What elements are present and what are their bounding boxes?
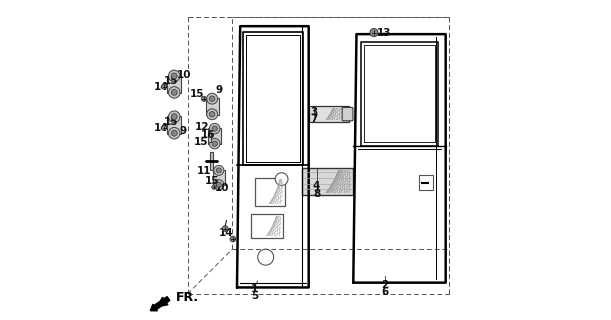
Circle shape [169, 127, 180, 139]
Circle shape [169, 87, 180, 98]
Text: 7: 7 [311, 114, 318, 124]
Text: 12: 12 [195, 122, 209, 132]
Circle shape [161, 84, 167, 89]
Circle shape [258, 249, 274, 265]
Circle shape [171, 73, 177, 79]
Text: 9: 9 [179, 126, 186, 136]
Bar [208, 133, 211, 142]
Text: 15: 15 [194, 138, 208, 148]
Circle shape [275, 173, 288, 186]
Circle shape [210, 96, 215, 101]
Text: 3: 3 [311, 107, 318, 117]
Text: 15: 15 [164, 117, 178, 127]
FancyArrow shape [150, 297, 170, 311]
Bar [210, 152, 213, 170]
Text: 9: 9 [216, 85, 223, 95]
Circle shape [212, 141, 218, 146]
Text: FR.: FR. [176, 291, 199, 304]
Circle shape [370, 28, 378, 37]
Circle shape [210, 138, 220, 149]
Bar [167, 76, 181, 93]
Text: 2: 2 [381, 280, 388, 290]
Bar [167, 116, 181, 133]
Text: 11: 11 [197, 166, 212, 176]
Circle shape [210, 112, 215, 117]
Circle shape [171, 114, 177, 120]
Text: 14: 14 [154, 123, 169, 133]
Text: 4: 4 [313, 181, 320, 191]
Circle shape [171, 130, 177, 136]
Text: 6: 6 [381, 287, 388, 297]
Circle shape [201, 96, 207, 101]
Text: 15: 15 [205, 176, 219, 186]
Bar [302, 168, 353, 195]
Circle shape [214, 180, 224, 190]
Circle shape [171, 90, 177, 95]
Text: 14: 14 [154, 82, 169, 92]
Circle shape [222, 226, 228, 231]
Text: 5: 5 [251, 292, 258, 301]
Circle shape [169, 70, 180, 82]
Bar [309, 106, 349, 123]
Bar [206, 98, 219, 115]
Circle shape [230, 236, 236, 242]
Bar [419, 175, 433, 190]
Text: 15: 15 [164, 76, 178, 86]
Text: 10: 10 [177, 70, 191, 80]
Text: 10: 10 [214, 183, 229, 193]
Circle shape [216, 182, 221, 187]
Circle shape [207, 93, 218, 104]
Text: 14: 14 [219, 228, 233, 238]
Bar [208, 128, 221, 144]
Circle shape [214, 165, 224, 175]
Circle shape [169, 111, 180, 123]
Text: 15: 15 [190, 89, 205, 100]
Circle shape [212, 185, 216, 189]
Circle shape [210, 123, 220, 134]
Circle shape [212, 126, 218, 131]
Text: 8: 8 [313, 189, 320, 199]
Circle shape [161, 125, 167, 131]
FancyBboxPatch shape [342, 108, 353, 121]
Bar [251, 214, 283, 238]
Bar [213, 170, 225, 185]
Text: 1: 1 [251, 284, 258, 294]
Circle shape [216, 168, 221, 173]
Text: 16: 16 [200, 130, 215, 140]
Text: 13: 13 [377, 28, 392, 37]
Bar [255, 178, 285, 206]
Circle shape [207, 109, 218, 120]
